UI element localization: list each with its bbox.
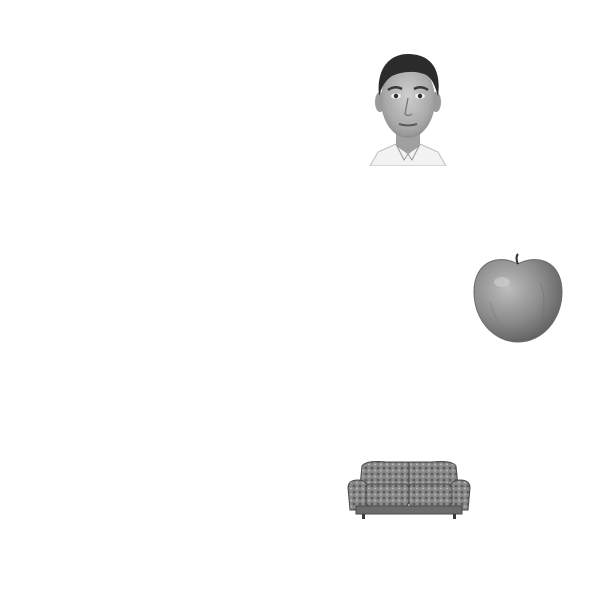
sofa-drawing — [347, 461, 471, 519]
face-image — [368, 52, 448, 166]
sofa-image — [346, 460, 472, 520]
face-drawing — [369, 54, 447, 166]
apple-drawing — [473, 253, 563, 343]
apple-image — [470, 252, 566, 344]
